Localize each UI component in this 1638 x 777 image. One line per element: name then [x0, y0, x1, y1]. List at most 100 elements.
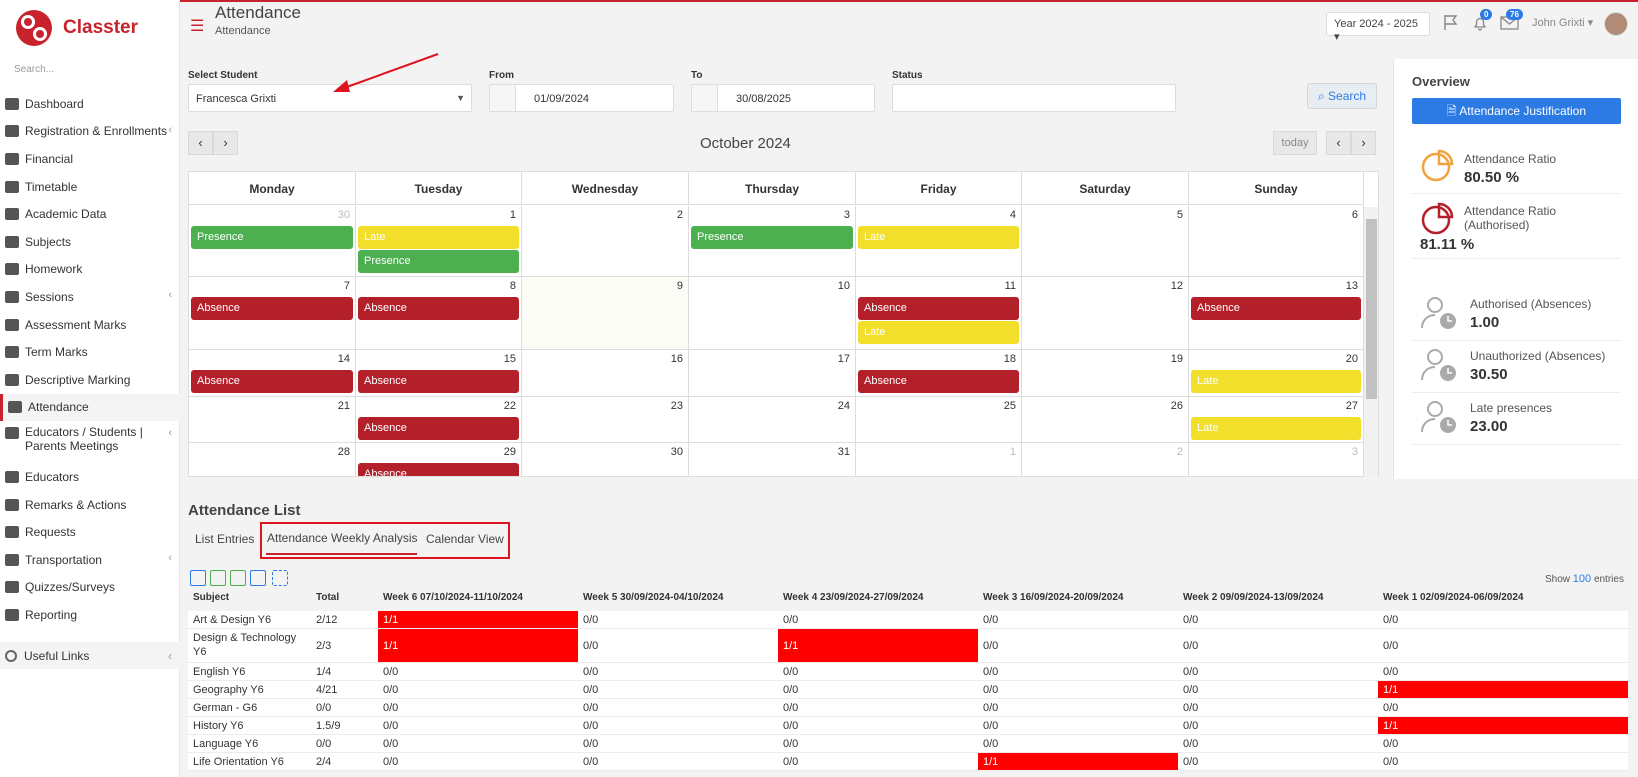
- sidebar-item-descriptive-marking[interactable]: Descriptive Marking: [0, 366, 180, 394]
- calendar-day-cell[interactable]: 24: [689, 397, 856, 443]
- calendar-day-cell[interactable]: 4 Late: [856, 206, 1022, 277]
- tab-list-entries[interactable]: List Entries: [195, 532, 255, 546]
- sidebar-item-homework[interactable]: Homework: [0, 256, 180, 284]
- sidebar-item-financial[interactable]: Financial: [0, 145, 180, 173]
- calendar-day-cell[interactable]: 22 Absence: [356, 397, 522, 443]
- attendance-event-late[interactable]: Late: [858, 321, 1019, 344]
- excel-icon[interactable]: [230, 570, 246, 586]
- sidebar-item-term-marks[interactable]: Term Marks: [0, 338, 180, 366]
- calendar-day-cell[interactable]: 3 Presence: [689, 206, 856, 277]
- sidebar-item-requests[interactable]: Requests: [0, 518, 180, 546]
- calendar-day-cell[interactable]: 1 Late Presence: [356, 206, 522, 277]
- calendar-day-cell[interactable]: 2: [1022, 443, 1189, 476]
- calendar-day-cell[interactable]: 17: [689, 350, 856, 397]
- attendance-event-presence[interactable]: Presence: [691, 226, 853, 249]
- sidebar-item-subjects[interactable]: Subjects: [0, 228, 180, 256]
- column-header[interactable]: Subject: [193, 592, 230, 603]
- sidebar-item-academic-data[interactable]: Academic Data: [0, 200, 180, 228]
- calendar-day-cell[interactable]: 26: [1022, 397, 1189, 443]
- calendar-day-cell[interactable]: 30: [522, 443, 689, 476]
- calendar-day-cell[interactable]: 28: [189, 443, 356, 476]
- csv-icon[interactable]: [210, 570, 226, 586]
- column-header[interactable]: Week 1 02/09/2024-06/09/2024: [1383, 592, 1524, 603]
- calendar-day-cell[interactable]: 8 Absence: [356, 277, 522, 350]
- sidebar-item-timetable[interactable]: Timetable: [0, 173, 180, 201]
- next-month-button[interactable]: ›: [213, 131, 238, 155]
- attendance-event-absence[interactable]: Absence: [191, 370, 353, 393]
- print-icon[interactable]: [190, 570, 206, 586]
- calendar-day-cell[interactable]: 20 Late: [1189, 350, 1364, 397]
- from-date-input[interactable]: 01/09/2024: [489, 84, 674, 112]
- calendar-day-cell[interactable]: 7 Absence: [189, 277, 356, 350]
- attendance-justification-button[interactable]: 🗎 Attendance Justification: [1412, 98, 1621, 124]
- calendar-day-cell[interactable]: 13 Absence: [1189, 277, 1364, 350]
- tab-attendance-weekly-analysis[interactable]: Attendance Weekly Analysis: [267, 531, 418, 545]
- next-button[interactable]: ›: [1351, 131, 1376, 155]
- sidebar-item-attendance[interactable]: Attendance: [0, 393, 180, 422]
- calendar-day-cell[interactable]: 9: [522, 277, 689, 350]
- column-header[interactable]: Total: [316, 592, 340, 603]
- calendar-day-cell[interactable]: 30 Presence: [189, 206, 356, 277]
- attendance-event-late[interactable]: Late: [1191, 417, 1361, 440]
- column-header[interactable]: Week 2 09/09/2024-13/09/2024: [1183, 592, 1324, 603]
- student-select[interactable]: Francesca Grixti ▼: [188, 84, 472, 112]
- attendance-event-absence[interactable]: Absence: [191, 297, 353, 320]
- column-header[interactable]: Week 3 16/09/2024-20/09/2024: [983, 592, 1124, 603]
- calendar-day-cell[interactable]: 2: [522, 206, 689, 277]
- avatar[interactable]: [1604, 12, 1628, 36]
- calendar-day-cell[interactable]: 18 Absence: [856, 350, 1022, 397]
- sidebar-item-educators-students-parents-meetings[interactable]: Educators / Students | Parents Meetings ‹: [0, 421, 180, 463]
- calendar-icon[interactable]: [490, 85, 516, 111]
- calendar-day-cell[interactable]: 29 Absence: [356, 443, 522, 476]
- calendar-day-cell[interactable]: 31: [689, 443, 856, 476]
- attendance-event-absence[interactable]: Absence: [858, 297, 1019, 320]
- sidebar-item-remarks-actions[interactable]: Remarks & Actions: [0, 491, 180, 519]
- year-select[interactable]: Year 2024 - 2025 ▾: [1326, 12, 1430, 43]
- sidebar-item-registration-enrollments[interactable]: Registration & Enrollments ‹: [0, 118, 180, 146]
- bell-icon[interactable]: [1472, 15, 1488, 31]
- sidebar-item-educators[interactable]: Educators: [0, 463, 180, 491]
- attendance-event-absence[interactable]: Absence: [358, 297, 519, 320]
- sidebar-item-useful-links[interactable]: Useful Links ‹: [0, 642, 180, 669]
- calendar-day-cell[interactable]: 25: [856, 397, 1022, 443]
- attendance-event-absence[interactable]: Absence: [358, 463, 519, 476]
- to-date-input[interactable]: 30/08/2025: [691, 84, 875, 112]
- user-menu[interactable]: John Grixti ▾: [1532, 17, 1594, 29]
- menu-icon[interactable]: ☰: [190, 18, 205, 35]
- attendance-event-late[interactable]: Late: [858, 226, 1019, 249]
- calendar-day-cell[interactable]: 5: [1022, 206, 1189, 277]
- show-entries-select[interactable]: 100: [1572, 573, 1592, 585]
- calendar-scrollbar[interactable]: [1363, 207, 1378, 477]
- calendar-day-cell[interactable]: 15 Absence: [356, 350, 522, 397]
- calendar-day-cell[interactable]: 21: [189, 397, 356, 443]
- attendance-event-absence[interactable]: Absence: [858, 370, 1019, 393]
- column-header[interactable]: Week 4 23/09/2024-27/09/2024: [783, 592, 924, 603]
- status-select[interactable]: [892, 84, 1176, 112]
- collapse-icon[interactable]: [272, 570, 288, 586]
- scrollbar-thumb[interactable]: [1366, 219, 1377, 399]
- copy-icon[interactable]: [250, 570, 266, 586]
- attendance-event-absence[interactable]: Absence: [358, 370, 519, 393]
- calendar-day-cell[interactable]: 10: [689, 277, 856, 350]
- prev-button[interactable]: ‹: [1326, 131, 1351, 155]
- calendar-day-cell[interactable]: 6: [1189, 206, 1364, 277]
- calendar-day-cell[interactable]: 27 Late: [1189, 397, 1364, 443]
- attendance-event-presence[interactable]: Presence: [358, 250, 519, 273]
- sidebar-item-sessions[interactable]: Sessions ‹: [0, 283, 180, 311]
- calendar-day-cell[interactable]: 3: [1189, 443, 1364, 476]
- tab-calendar-view[interactable]: Calendar View: [426, 532, 504, 546]
- sidebar-search-input[interactable]: Search...: [14, 64, 55, 75]
- attendance-event-absence[interactable]: Absence: [358, 417, 519, 440]
- calendar-day-cell[interactable]: 11 Absence Late: [856, 277, 1022, 350]
- calendar-day-cell[interactable]: 19: [1022, 350, 1189, 397]
- sidebar-item-assessment-marks[interactable]: Assessment Marks: [0, 311, 180, 339]
- calendar-day-cell[interactable]: 12: [1022, 277, 1189, 350]
- sidebar-item-reporting[interactable]: Reporting: [0, 601, 180, 629]
- today-button[interactable]: today: [1273, 131, 1317, 155]
- attendance-event-presence[interactable]: Presence: [191, 226, 353, 249]
- attendance-event-late[interactable]: Late: [358, 226, 519, 249]
- calendar-day-cell[interactable]: 14 Absence: [189, 350, 356, 397]
- search-button[interactable]: ⌕ Search: [1307, 83, 1377, 109]
- calendar-day-cell[interactable]: 16: [522, 350, 689, 397]
- prev-month-button[interactable]: ‹: [188, 131, 213, 155]
